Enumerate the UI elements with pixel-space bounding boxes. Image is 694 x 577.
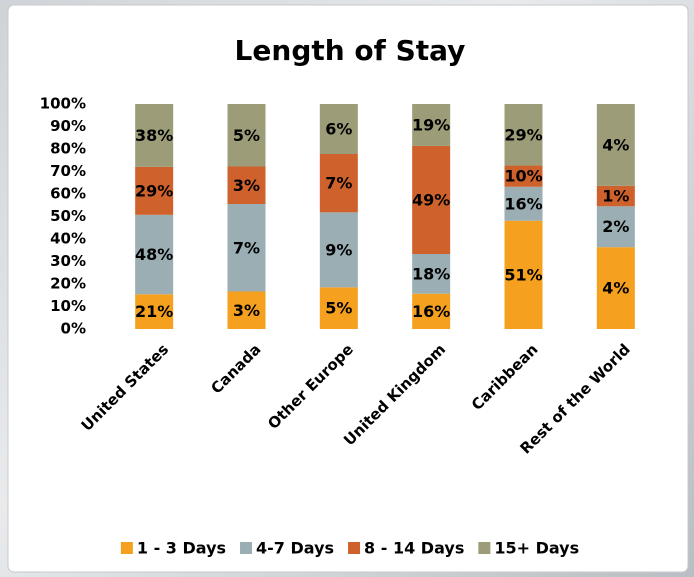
legend-label: 15+ Days bbox=[494, 539, 579, 558]
data-label: 9% bbox=[325, 240, 352, 259]
legend-swatch bbox=[121, 542, 133, 554]
data-label: 3% bbox=[233, 301, 260, 320]
data-label: 7% bbox=[233, 238, 260, 257]
chart: Length of Stay 0% 10% 20% 30% 40% 50% 60% 70% 80… bbox=[0, 0, 694, 577]
data-label: 1% bbox=[602, 187, 629, 206]
legend-label: 8 - 14 Days bbox=[364, 539, 464, 558]
data-label: 5% bbox=[325, 299, 352, 318]
data-label: 38% bbox=[135, 126, 173, 145]
legend-item: 8 - 14 Days bbox=[348, 539, 464, 558]
data-label: 7% bbox=[325, 174, 352, 193]
data-label: 2% bbox=[602, 217, 629, 236]
y-tick-label: 60% bbox=[50, 185, 86, 203]
y-tick-label: 10% bbox=[50, 297, 86, 315]
y-tick-label: 50% bbox=[50, 207, 86, 225]
y-tick-label: 20% bbox=[50, 275, 86, 293]
legend-swatch bbox=[240, 542, 252, 554]
y-tick-label: 40% bbox=[50, 230, 86, 248]
data-label: 29% bbox=[135, 181, 173, 200]
data-label: 16% bbox=[504, 194, 542, 213]
y-tick-label: 100% bbox=[40, 95, 86, 113]
legend-label: 1 - 3 Days bbox=[137, 539, 226, 558]
data-label: 18% bbox=[412, 264, 450, 283]
legend-swatch bbox=[478, 542, 490, 554]
chart-title: Length of Stay bbox=[235, 34, 466, 67]
y-tick-label: 30% bbox=[50, 252, 86, 270]
y-tick-label: 0% bbox=[61, 320, 86, 338]
data-label: 6% bbox=[325, 120, 352, 139]
legend-label: 4-7 Days bbox=[256, 539, 334, 558]
data-label: 10% bbox=[504, 167, 542, 186]
data-label: 29% bbox=[504, 125, 542, 144]
data-label: 49% bbox=[412, 190, 450, 209]
data-label: 19% bbox=[412, 115, 450, 134]
data-label: 5% bbox=[233, 126, 260, 145]
y-tick-label: 90% bbox=[50, 117, 86, 135]
y-tick-label: 80% bbox=[50, 140, 86, 158]
data-label: 48% bbox=[135, 245, 173, 264]
legend-swatch bbox=[348, 542, 360, 554]
data-label: 3% bbox=[233, 176, 260, 195]
y-tick-label: 70% bbox=[50, 162, 86, 180]
data-label: 16% bbox=[412, 302, 450, 321]
legend-item: 1 - 3 Days bbox=[121, 539, 226, 558]
legend-item: 15+ Days bbox=[478, 539, 579, 558]
data-label: 4% bbox=[602, 279, 629, 298]
data-label: 51% bbox=[504, 265, 542, 284]
data-label: 21% bbox=[135, 302, 173, 321]
data-label: 4% bbox=[602, 135, 629, 154]
